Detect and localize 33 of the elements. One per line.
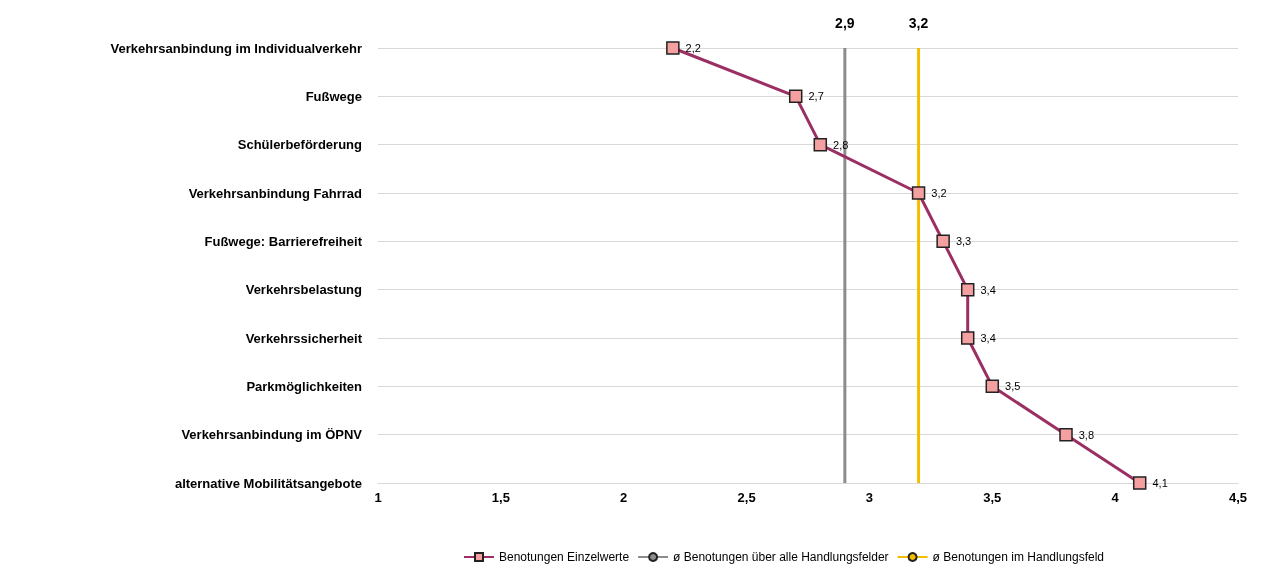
y-tick-label: Parkmöglichkeiten — [246, 378, 363, 394]
legend-label: ø Benotungen über alle Handlungsfelder — [673, 550, 889, 564]
x-tick-label: 4,5 — [1228, 490, 1248, 505]
data-label: 3,8 — [1078, 428, 1095, 441]
data-label: 3,4 — [980, 283, 996, 296]
y-tick-label: Fußwege — [305, 88, 362, 104]
data-label: 3,4 — [980, 332, 996, 344]
y-tick-label: Fußwege: Barrierefreiheit — [204, 233, 363, 249]
y-tick-label: Verkehrsanbindung im Individualverkehr — [110, 40, 362, 56]
x-tick-label: 1 — [374, 490, 382, 505]
data-label: 4,1 — [1152, 477, 1168, 489]
y-tick-label: alternative Mobilitätsangebote — [174, 475, 362, 491]
x-tick-label: 2,5 — [737, 490, 756, 505]
y-tick-label: Schülerbeförderung — [237, 137, 363, 153]
x-tick-label: 2 — [620, 490, 628, 505]
data-label: 2,9 — [835, 15, 855, 31]
data-label: 3,2 — [908, 15, 929, 31]
y-tick-label: Verkehrsanbindung Fahrrad — [188, 185, 363, 201]
data-label: 2,2 — [685, 42, 701, 54]
y-tick-label: Verkehrsanbindung im ÖPNV — [181, 427, 363, 443]
data-label: 3,2 — [931, 187, 947, 199]
data-label: 3,5 — [1005, 380, 1021, 393]
data-label: 2,7 — [808, 90, 824, 103]
data-label: 3,3 — [955, 235, 972, 248]
x-tick-label: 3,5 — [983, 490, 1002, 505]
legend-label: Benotungen Einzelwerte — [499, 550, 630, 564]
legend-label: ø Benotungen im Handlungsfeld — [932, 550, 1105, 564]
y-tick-label: Verkehrsbelastung — [245, 282, 363, 298]
data-label: 2,8 — [833, 138, 849, 151]
x-tick-label: 3 — [865, 490, 874, 505]
x-tick-label: 4 — [1111, 490, 1120, 505]
x-tick-label: 1,5 — [491, 490, 510, 505]
y-tick-label: Verkehrssicherheit — [245, 330, 363, 346]
